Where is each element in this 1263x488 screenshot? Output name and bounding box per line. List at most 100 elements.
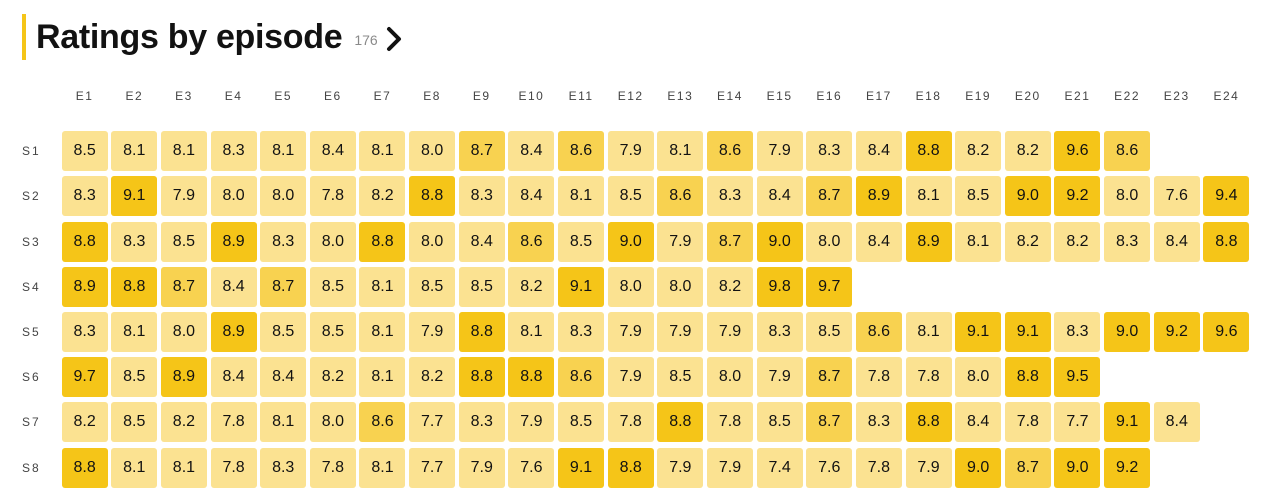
rating-cell[interactable]: 8.7: [458, 131, 505, 172]
rating-cell[interactable]: 9.2: [1104, 447, 1151, 488]
rating-cell[interactable]: 8.5: [657, 357, 704, 398]
rating-cell[interactable]: 8.8: [1004, 357, 1051, 398]
rating-cell[interactable]: 8.3: [806, 131, 853, 172]
rating-cell[interactable]: 8.2: [1004, 131, 1051, 172]
rating-cell[interactable]: 8.7: [1004, 447, 1051, 488]
rating-cell[interactable]: 8.0: [955, 357, 1002, 398]
rating-cell[interactable]: 7.9: [706, 447, 753, 488]
rating-cell[interactable]: 8.5: [111, 402, 158, 443]
rating-cell[interactable]: 8.8: [905, 131, 952, 172]
rating-cell[interactable]: 8.5: [160, 221, 207, 262]
rating-cell[interactable]: 9.6: [1203, 311, 1250, 352]
rating-cell[interactable]: 8.5: [260, 311, 307, 352]
rating-cell[interactable]: 8.0: [260, 176, 307, 217]
rating-cell[interactable]: 7.8: [607, 402, 654, 443]
rating-cell[interactable]: 9.0: [1004, 176, 1051, 217]
rating-cell[interactable]: 8.9: [905, 221, 952, 262]
rating-cell[interactable]: 8.0: [657, 266, 704, 307]
rating-cell[interactable]: 8.4: [1153, 221, 1200, 262]
rating-cell[interactable]: 8.8: [607, 447, 654, 488]
rating-cell[interactable]: 8.1: [905, 176, 952, 217]
rating-cell[interactable]: 8.2: [61, 402, 108, 443]
rating-cell[interactable]: 8.5: [607, 176, 654, 217]
rating-cell[interactable]: 8.4: [508, 176, 555, 217]
rating-cell[interactable]: 8.7: [806, 176, 853, 217]
rating-cell[interactable]: 8.6: [657, 176, 704, 217]
rating-cell[interactable]: 7.9: [607, 357, 654, 398]
rating-cell[interactable]: 8.1: [359, 131, 406, 172]
rating-cell[interactable]: 8.5: [309, 266, 356, 307]
rating-cell[interactable]: 8.4: [855, 221, 902, 262]
rating-cell[interactable]: 8.6: [706, 131, 753, 172]
rating-cell[interactable]: 8.0: [309, 402, 356, 443]
rating-cell[interactable]: 8.2: [508, 266, 555, 307]
rating-cell[interactable]: 7.9: [905, 447, 952, 488]
rating-cell[interactable]: 8.1: [905, 311, 952, 352]
rating-cell[interactable]: 8.4: [210, 266, 257, 307]
rating-cell[interactable]: 8.1: [955, 221, 1002, 262]
rating-cell[interactable]: 8.0: [409, 131, 456, 172]
rating-cell[interactable]: 8.4: [210, 357, 257, 398]
rating-cell[interactable]: 7.9: [508, 402, 555, 443]
rating-cell[interactable]: 8.0: [706, 357, 753, 398]
rating-cell[interactable]: 8.0: [210, 176, 257, 217]
rating-cell[interactable]: 7.9: [756, 131, 803, 172]
rating-cell[interactable]: 7.9: [458, 447, 505, 488]
rating-cell[interactable]: 8.7: [160, 266, 207, 307]
rating-cell[interactable]: 8.8: [111, 266, 158, 307]
rating-cell[interactable]: 8.9: [855, 176, 902, 217]
rating-cell[interactable]: 8.1: [260, 131, 307, 172]
rating-cell[interactable]: 7.6: [806, 447, 853, 488]
rating-cell[interactable]: 8.8: [905, 402, 952, 443]
rating-cell[interactable]: 8.3: [1054, 311, 1101, 352]
rating-cell[interactable]: 8.4: [855, 131, 902, 172]
rating-cell[interactable]: 8.8: [508, 357, 555, 398]
rating-cell[interactable]: 8.3: [706, 176, 753, 217]
rating-cell[interactable]: 9.1: [955, 311, 1002, 352]
rating-cell[interactable]: 8.3: [458, 402, 505, 443]
rating-cell[interactable]: 9.2: [1054, 176, 1101, 217]
rating-cell[interactable]: 7.9: [706, 311, 753, 352]
rating-cell[interactable]: 8.4: [508, 131, 555, 172]
rating-cell[interactable]: 8.4: [955, 402, 1002, 443]
rating-cell[interactable]: 8.0: [607, 266, 654, 307]
rating-cell[interactable]: 8.9: [61, 266, 108, 307]
rating-cell[interactable]: 8.5: [111, 357, 158, 398]
rating-cell[interactable]: 8.3: [260, 447, 307, 488]
rating-cell[interactable]: 8.3: [210, 131, 257, 172]
rating-cell[interactable]: 7.9: [409, 311, 456, 352]
rating-cell[interactable]: 8.3: [111, 221, 158, 262]
rating-cell[interactable]: 8.3: [756, 311, 803, 352]
rating-cell[interactable]: 7.9: [607, 311, 654, 352]
rating-cell[interactable]: 8.8: [359, 221, 406, 262]
rating-cell[interactable]: 8.2: [409, 357, 456, 398]
rating-cell[interactable]: 8.5: [955, 176, 1002, 217]
rating-cell[interactable]: 8.1: [359, 266, 406, 307]
rating-cell[interactable]: 8.5: [558, 221, 605, 262]
rating-cell[interactable]: 8.7: [806, 402, 853, 443]
rating-cell[interactable]: 9.1: [1004, 311, 1051, 352]
rating-cell[interactable]: 8.8: [61, 221, 108, 262]
rating-cell[interactable]: 7.7: [1054, 402, 1101, 443]
rating-cell[interactable]: 8.2: [309, 357, 356, 398]
rating-cell[interactable]: 8.1: [111, 447, 158, 488]
rating-cell[interactable]: 7.6: [1153, 176, 1200, 217]
rating-cell[interactable]: 7.8: [210, 402, 257, 443]
rating-cell[interactable]: 8.7: [706, 221, 753, 262]
rating-cell[interactable]: 8.7: [260, 266, 307, 307]
rating-cell[interactable]: 7.9: [657, 221, 704, 262]
rating-cell[interactable]: 8.1: [359, 447, 406, 488]
rating-cell[interactable]: 8.3: [1104, 221, 1151, 262]
rating-cell[interactable]: 7.9: [756, 357, 803, 398]
rating-cell[interactable]: 7.8: [855, 357, 902, 398]
rating-cell[interactable]: 8.8: [1203, 221, 1250, 262]
rating-cell[interactable]: 8.1: [657, 131, 704, 172]
rating-cell[interactable]: 9.1: [111, 176, 158, 217]
rating-cell[interactable]: 7.9: [657, 447, 704, 488]
rating-cell[interactable]: 7.7: [409, 447, 456, 488]
rating-cell[interactable]: 9.7: [806, 266, 853, 307]
rating-cell[interactable]: 8.6: [508, 221, 555, 262]
rating-cell[interactable]: 7.7: [409, 402, 456, 443]
rating-cell[interactable]: 8.0: [309, 221, 356, 262]
rating-cell[interactable]: 8.0: [1104, 176, 1151, 217]
